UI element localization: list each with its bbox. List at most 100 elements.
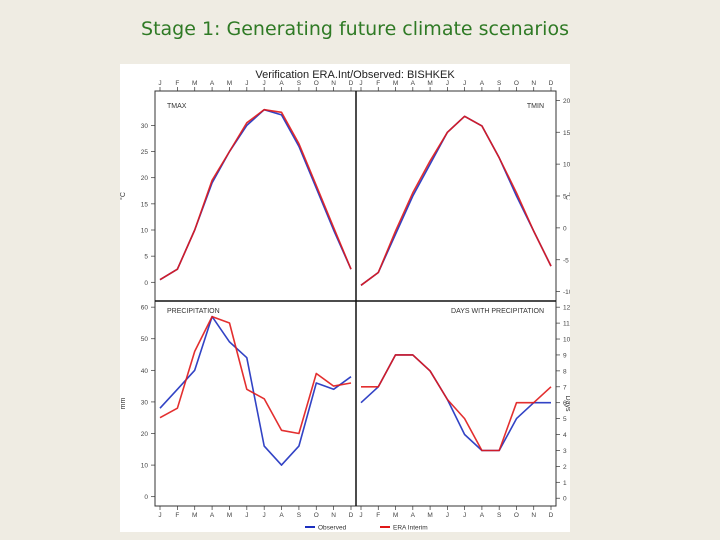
y-tick-label-0-1: 5 [144, 254, 148, 261]
y-tick-label-2-6: 60 [141, 305, 149, 312]
x-tick-label-0-9: O [314, 80, 319, 87]
x-tick-label-2-7: A [279, 512, 284, 519]
slide-title: Stage 1: Generating future climate scena… [141, 18, 569, 40]
y-axis-title-2: mm [120, 398, 127, 410]
series-line-2-0 [159, 315, 352, 466]
x-tick-label-0-3: A [210, 80, 215, 87]
chart-title: Verification ERA.Int/Observed: BISHKEK [255, 69, 455, 81]
x-tick-label-3-2: M [393, 512, 398, 519]
y-tick-label-3-7: 7 [563, 384, 567, 391]
y-tick-label-3-0: 0 [563, 496, 567, 503]
y-tick-label-2-3: 30 [141, 399, 149, 406]
x-tick-label-3-10: N [531, 512, 536, 519]
chart-canvas: Verification ERA.Int/Observed: BISHKEK T… [120, 69, 570, 532]
x-tick-label-3-0: J [359, 512, 362, 519]
x-tick-label-1-8: S [497, 80, 502, 87]
x-tick-label-0-6: J [263, 80, 266, 87]
x-tick-label-0-5: J [245, 80, 248, 87]
x-tick-label-1-11: D [549, 80, 554, 87]
y-tick-label-2-4: 40 [141, 368, 149, 375]
y-tick-label-3-9: 9 [563, 352, 567, 359]
x-tick-label-1-10: N [531, 80, 536, 87]
y-tick-label-0-3: 15 [141, 201, 149, 208]
chart-figure: Verification ERA.Int/Observed: BISHKEK T… [120, 64, 570, 532]
y-tick-label-1-6: 20 [563, 98, 570, 105]
y-tick-label-2-5: 50 [141, 336, 149, 343]
legend-label-0: Observed [318, 525, 347, 532]
x-tick-label-3-3: A [411, 512, 416, 519]
y-tick-label-0-4: 20 [141, 175, 149, 182]
panel-label-3: DAYS WITH PRECIPITATION [451, 308, 544, 315]
panel-label-1: TMIN [527, 103, 544, 110]
x-tick-label-1-4: M [427, 80, 432, 87]
y-tick-label-3-12: 12 [563, 305, 570, 312]
x-tick-label-3-8: S [497, 512, 502, 519]
x-tick-label-3-11: D [549, 512, 554, 519]
y-tick-label-3-2: 2 [563, 464, 567, 471]
x-tick-label-2-11: D [349, 512, 354, 519]
x-tick-label-2-6: J [263, 512, 266, 519]
y-axis-title-1: °C [564, 192, 570, 200]
x-tick-label-1-2: M [393, 80, 398, 87]
x-tick-label-2-5: J [245, 512, 248, 519]
y-tick-label-1-3: 5 [563, 194, 567, 201]
x-tick-label-1-7: A [480, 80, 485, 87]
y-tick-label-3-6: 6 [563, 400, 567, 407]
y-tick-label-1-1: -5 [563, 257, 569, 264]
y-tick-label-0-2: 10 [141, 228, 149, 235]
y-tick-label-2-0: 0 [144, 494, 148, 501]
series-line-2-1 [159, 315, 352, 435]
x-tick-label-2-4: M [227, 512, 232, 519]
y-tick-label-3-8: 8 [563, 368, 567, 375]
x-tick-label-2-8: S [297, 512, 302, 519]
series-line-0-0 [159, 108, 352, 281]
y-tick-label-3-3: 3 [563, 448, 567, 455]
legend: Observed ERA Interim [305, 525, 428, 532]
y-tick-label-3-5: 5 [563, 416, 567, 423]
x-tick-label-2-1: F [175, 512, 179, 519]
y-tick-label-2-1: 10 [141, 463, 149, 470]
y-tick-label-3-11: 11 [563, 321, 570, 328]
series-line-0-1 [159, 108, 352, 281]
x-tick-label-1-1: F [376, 80, 380, 87]
x-tick-label-2-0: J [158, 512, 161, 519]
x-tick-label-3-6: J [463, 512, 466, 519]
x-tick-label-0-4: M [227, 80, 232, 87]
x-tick-label-1-0: J [359, 80, 362, 87]
legend-label-1: ERA Interim [393, 525, 428, 532]
y-axis-title-0: °C [120, 192, 127, 200]
x-tick-label-1-6: J [463, 80, 466, 87]
series-line-1-0 [360, 115, 552, 286]
x-tick-label-1-3: A [411, 80, 416, 87]
series-line-3-1 [361, 354, 552, 452]
y-tick-label-0-6: 30 [141, 123, 149, 130]
y-tick-label-1-4: 10 [563, 162, 570, 169]
x-tick-label-2-10: N [331, 512, 336, 519]
x-tick-label-0-11: D [349, 80, 354, 87]
x-tick-label-2-9: O [314, 512, 319, 519]
y-tick-label-3-10: 10 [563, 337, 570, 344]
y-tick-label-1-5: 15 [563, 130, 570, 137]
x-tick-label-3-7: A [480, 512, 485, 519]
y-tick-label-3-4: 4 [563, 432, 567, 439]
y-tick-label-3-1: 1 [563, 480, 567, 487]
series-line-1-1 [360, 115, 552, 286]
y-tick-label-1-2: 0 [563, 225, 567, 232]
y-tick-label-0-0: 0 [144, 280, 148, 287]
y-axis-title-3: Days [564, 396, 570, 412]
x-tick-label-3-5: J [446, 512, 449, 519]
x-tick-label-3-1: F [376, 512, 380, 519]
x-tick-label-0-7: A [279, 80, 284, 87]
x-tick-label-1-5: J [446, 80, 449, 87]
x-tick-label-0-8: S [297, 80, 302, 87]
y-tick-label-1-0: -10 [563, 289, 570, 296]
y-tick-label-0-5: 25 [141, 149, 149, 156]
x-tick-label-2-2: M [192, 512, 197, 519]
x-tick-label-0-2: M [192, 80, 197, 87]
x-tick-label-0-1: F [175, 80, 179, 87]
x-tick-label-0-0: J [158, 80, 161, 87]
x-tick-label-2-3: A [210, 512, 215, 519]
panel-label-0: TMAX [167, 103, 187, 110]
x-tick-label-3-9: O [514, 512, 519, 519]
y-tick-label-2-2: 20 [141, 431, 149, 438]
